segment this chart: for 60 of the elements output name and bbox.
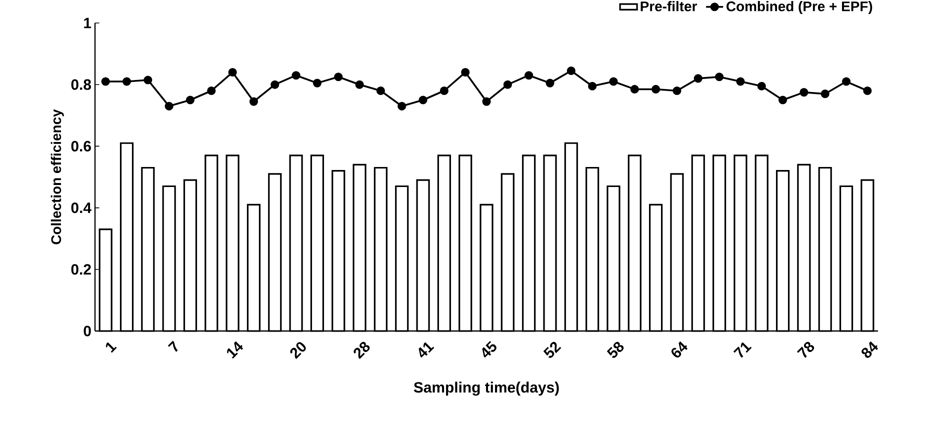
legend-label: Pre-filter bbox=[640, 1, 697, 12]
y-tick-label: 0.2 bbox=[71, 264, 91, 275]
point bbox=[609, 77, 618, 86]
y-axis-title: Collection efficiency bbox=[50, 109, 64, 244]
x-tick-label: 14 bbox=[226, 341, 244, 359]
point bbox=[546, 78, 554, 88]
point bbox=[694, 74, 702, 83]
point bbox=[630, 84, 639, 94]
point bbox=[672, 86, 682, 96]
point bbox=[292, 71, 300, 80]
y-tick-label: 0.4 bbox=[71, 202, 92, 214]
point bbox=[355, 80, 364, 89]
point bbox=[376, 86, 385, 96]
x-tick-label: 64 bbox=[671, 341, 688, 358]
point bbox=[842, 77, 851, 86]
point bbox=[440, 86, 448, 96]
x-tick-label: 7 bbox=[168, 340, 178, 352]
point bbox=[334, 72, 343, 82]
point bbox=[652, 84, 660, 94]
x-axis-title: Sampling time(days) bbox=[414, 382, 559, 396]
x-tick-label: 41 bbox=[418, 342, 434, 358]
x-tick-label: 58 bbox=[606, 342, 624, 358]
x-tick-label: 20 bbox=[290, 342, 306, 359]
point bbox=[418, 96, 428, 104]
x-tick-label: 52 bbox=[543, 342, 562, 358]
point bbox=[122, 77, 132, 86]
point bbox=[312, 78, 322, 88]
x-tick-label: 84 bbox=[862, 341, 878, 358]
y-tick-label: 1 bbox=[84, 18, 92, 28]
x-tick-label: 45 bbox=[482, 340, 496, 358]
y-tick-label: 0.6 bbox=[71, 140, 91, 152]
point bbox=[398, 102, 406, 110]
y-tick-label: 0 bbox=[84, 326, 91, 336]
point bbox=[101, 77, 110, 86]
point bbox=[800, 88, 808, 97]
point bbox=[778, 96, 788, 104]
point bbox=[249, 97, 258, 106]
y-tick-label: 0.8 bbox=[71, 79, 92, 90]
x-tick-label: 1 bbox=[106, 342, 117, 353]
point bbox=[566, 66, 576, 76]
point bbox=[228, 68, 237, 77]
point bbox=[503, 80, 512, 89]
point bbox=[164, 102, 174, 110]
point bbox=[461, 68, 470, 77]
x-tick-label: 78 bbox=[797, 342, 814, 358]
point bbox=[270, 80, 280, 89]
point bbox=[715, 72, 724, 82]
legend-label: Combined (Pre + EPF) bbox=[726, 1, 872, 14]
point bbox=[186, 96, 195, 104]
point bbox=[863, 86, 872, 96]
point bbox=[820, 90, 830, 98]
point bbox=[207, 86, 216, 96]
point bbox=[736, 77, 745, 86]
x-tick-label: 28 bbox=[354, 342, 370, 359]
point bbox=[588, 82, 597, 90]
point bbox=[757, 82, 766, 90]
point bbox=[524, 71, 534, 80]
point bbox=[482, 97, 491, 106]
point bbox=[144, 76, 152, 84]
x-tick-label: 71 bbox=[733, 342, 752, 358]
